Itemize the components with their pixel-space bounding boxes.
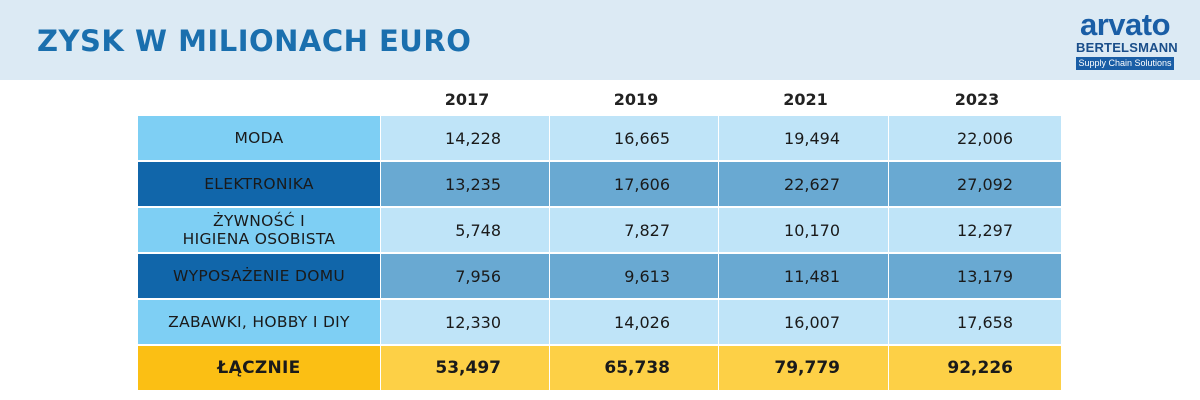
table-cell: 79,779: [719, 346, 888, 390]
column-header-2017: 2017: [444, 90, 490, 109]
table-cell: 11,481: [719, 254, 888, 298]
table-cell: 17,658: [889, 300, 1061, 344]
row-label: ZABAWKI, HOBBY I DIY: [138, 300, 380, 344]
table-cell: 5,748: [381, 208, 549, 252]
logo-wordmark: arvato: [1079, 7, 1171, 42]
page-header: ZYSK W MILIONACH EURO arvato BERTELSMANN…: [0, 0, 1200, 80]
table-cell: 22,006: [889, 116, 1061, 160]
table-cell: 16,665: [550, 116, 718, 160]
table-cell: 27,092: [889, 162, 1061, 206]
table-cell: 14,228: [381, 116, 549, 160]
logo-subtitle: BERTELSMANN: [1076, 40, 1178, 55]
table-cell: 13,179: [889, 254, 1061, 298]
page-title: ZYSK W MILIONACH EURO: [37, 24, 472, 58]
table-cell: 7,956: [381, 254, 549, 298]
column-header-2023: 2023: [954, 90, 1000, 109]
table-cell: 92,226: [889, 346, 1061, 390]
column-header-2021: 2021: [783, 90, 828, 109]
column-header-2019: 2019: [613, 90, 659, 109]
logo-tagline: Supply Chain Solutions: [1076, 57, 1174, 70]
row-label: ŻYWNOŚĆ I HIGIENA OSOBISTA: [138, 208, 380, 252]
table-cell: 9,613: [550, 254, 718, 298]
table-cell: 13,235: [381, 162, 549, 206]
table-cell: 10,170: [719, 208, 888, 252]
table-cell: 12,297: [889, 208, 1061, 252]
table-cell: 65,738: [550, 346, 718, 390]
arvato-logo: arvato BERTELSMANN Supply Chain Solution…: [1076, 7, 1178, 70]
table-cell: 16,007: [719, 300, 888, 344]
table-cell: 53,497: [381, 346, 549, 390]
table-cell: 7,827: [550, 208, 718, 252]
table-cell: 19,494: [719, 116, 888, 160]
row-label: ŁĄCZNIE: [138, 346, 380, 390]
table-cell: 17,606: [550, 162, 718, 206]
row-label: WYPOSAŻENIE DOMU: [138, 254, 380, 298]
row-label: ELEKTRONIKA: [138, 162, 380, 206]
row-label: MODA: [138, 116, 380, 160]
table-cell: 12,330: [381, 300, 549, 344]
table-cell: 22,627: [719, 162, 888, 206]
table-cell: 14,026: [550, 300, 718, 344]
